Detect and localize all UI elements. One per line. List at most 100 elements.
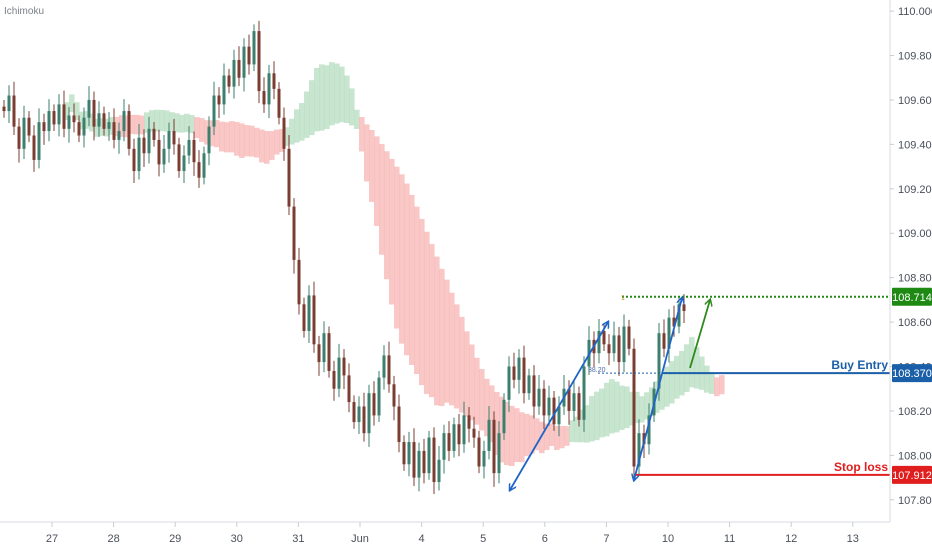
cloud-segment bbox=[289, 118, 295, 145]
candle-body bbox=[327, 333, 331, 371]
cloud-segment bbox=[89, 113, 95, 132]
cloud-segment bbox=[279, 129, 285, 152]
cloud-segment bbox=[374, 136, 380, 226]
candle-body bbox=[307, 295, 311, 331]
cloud-segment bbox=[199, 118, 205, 142]
candle-body bbox=[322, 333, 326, 363]
cloud-segment bbox=[79, 111, 85, 130]
price-axis[interactable]: 110.000 109.800 109.600 109.400 109.200 109.0… bbox=[890, 6, 932, 507]
cloud-segment bbox=[559, 425, 565, 449]
cloud-segment bbox=[589, 396, 595, 442]
y-tick-label: 107.800 bbox=[898, 495, 932, 507]
time-axis[interactable]: 27 28 29 30 31 Jun 4 5 6 7 10 11 12 13 bbox=[46, 522, 859, 545]
candle-body bbox=[492, 419, 496, 474]
stop-loss-label: Stop loss bbox=[834, 460, 888, 474]
x-tick-label: 7 bbox=[603, 533, 609, 545]
target-price-badge-text: 108.714 bbox=[892, 292, 932, 304]
candle-body bbox=[162, 148, 166, 165]
cloud-segment bbox=[474, 357, 480, 425]
x-tick-label: 31 bbox=[292, 533, 304, 545]
candle-body bbox=[2, 106, 6, 112]
cloud-segment bbox=[509, 405, 515, 467]
cloud-segment bbox=[99, 118, 105, 137]
candle-body bbox=[402, 442, 406, 465]
candle-body bbox=[612, 335, 616, 354]
annotation-labels: 108.714 108.370 107.912 Buy Entry Stop loss 1… bbox=[588, 287, 932, 484]
projection-arrow bbox=[510, 322, 608, 490]
cloud-segment bbox=[239, 123, 245, 158]
candle-body bbox=[472, 428, 476, 438]
candle-body bbox=[82, 117, 86, 136]
candle-body bbox=[152, 128, 156, 140]
candle-body bbox=[197, 162, 201, 178]
candle-body bbox=[547, 397, 551, 416]
cloud-segment bbox=[154, 109, 160, 132]
cloud-segment bbox=[314, 67, 320, 132]
candle-body bbox=[362, 406, 366, 434]
cloud-segment bbox=[244, 125, 250, 157]
candle-body bbox=[407, 442, 411, 465]
cloud-segment bbox=[229, 121, 235, 153]
cloud-segment bbox=[519, 412, 525, 463]
candle-body bbox=[247, 46, 251, 65]
candle-body bbox=[37, 122, 41, 160]
cloud-segment bbox=[569, 420, 575, 443]
candle-body bbox=[437, 459, 441, 483]
candle-body bbox=[367, 393, 371, 434]
cloud-segment bbox=[404, 183, 410, 356]
candle-body bbox=[252, 31, 256, 65]
cloud-segment bbox=[304, 91, 310, 138]
candle-body bbox=[512, 366, 516, 380]
cloud-segment bbox=[599, 388, 605, 438]
cloud-segment bbox=[399, 174, 405, 344]
y-tick-label: 109.000 bbox=[898, 228, 932, 240]
candle-body bbox=[632, 348, 636, 467]
candle-body bbox=[177, 144, 181, 172]
candle-body bbox=[182, 155, 186, 172]
candle-body bbox=[397, 406, 401, 443]
candle-body bbox=[132, 148, 136, 172]
cloud-segment bbox=[224, 122, 230, 153]
candle-body bbox=[237, 59, 241, 78]
candle-body bbox=[542, 388, 546, 416]
x-tick-label: 28 bbox=[107, 533, 119, 545]
candle-body bbox=[242, 46, 246, 78]
cloud-segment bbox=[309, 80, 315, 136]
cloud-segment bbox=[389, 158, 395, 305]
cloud-segment bbox=[119, 115, 125, 138]
cloud-segment bbox=[704, 365, 710, 393]
cloud-segment bbox=[719, 375, 725, 395]
candle-body bbox=[412, 442, 416, 478]
cloud-segment bbox=[394, 166, 400, 329]
candle-body bbox=[22, 117, 26, 149]
cloud-segment bbox=[639, 396, 645, 423]
candle-body bbox=[427, 437, 431, 474]
cloud-segment bbox=[319, 64, 325, 131]
cloud-segment bbox=[694, 347, 700, 389]
candle-body bbox=[167, 131, 171, 149]
cloud-segment bbox=[439, 268, 445, 407]
candle-body bbox=[417, 450, 421, 478]
candle-body bbox=[32, 135, 36, 160]
cloud-segment bbox=[709, 374, 715, 394]
cloud-segment bbox=[459, 316, 465, 413]
cloud-segment bbox=[334, 63, 340, 124]
cloud-segment bbox=[674, 355, 680, 399]
cloud-segment bbox=[69, 94, 75, 113]
y-tick-label: 108.600 bbox=[898, 317, 932, 329]
x-tick-label: 11 bbox=[724, 533, 735, 545]
candle-body bbox=[52, 111, 56, 125]
y-tick-label: 108.200 bbox=[898, 406, 932, 418]
cloud-segment bbox=[349, 88, 355, 126]
candle-body bbox=[482, 450, 486, 467]
candle-body bbox=[582, 366, 586, 420]
cloud-segment bbox=[64, 102, 70, 120]
candle-body bbox=[352, 402, 356, 423]
cloud-segment bbox=[294, 109, 300, 143]
indicator-label[interactable]: Ichimoku bbox=[4, 6, 45, 17]
candle-body bbox=[572, 393, 576, 411]
x-tick-label: 13 bbox=[847, 533, 859, 545]
